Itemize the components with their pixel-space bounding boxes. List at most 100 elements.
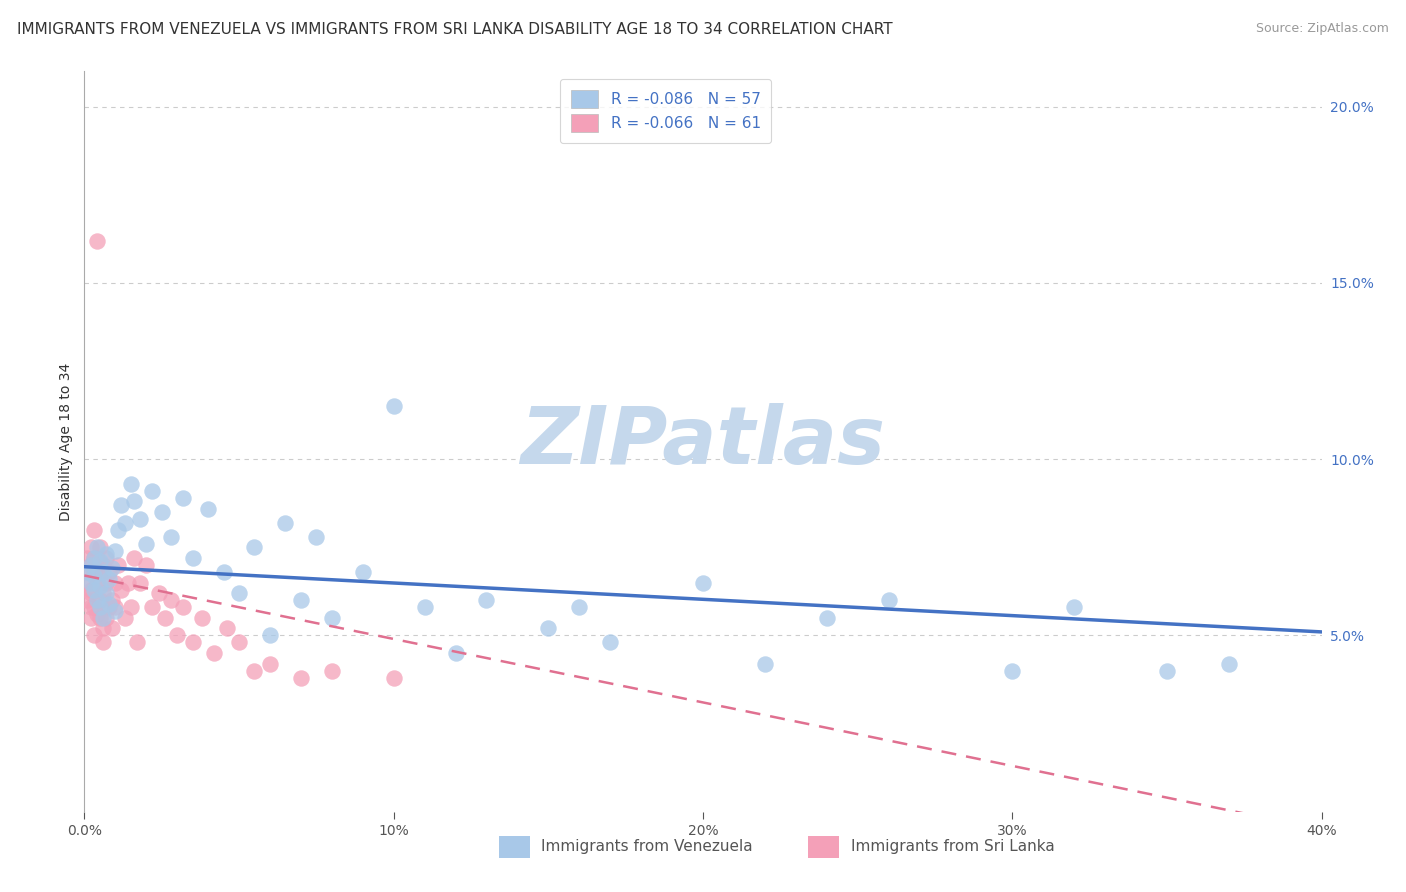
- Point: [135, 558, 157, 572]
- Point: [101, 561, 124, 575]
- Point: [692, 575, 714, 590]
- Point: [89, 579, 111, 593]
- Point: [599, 635, 621, 649]
- Point: [160, 530, 183, 544]
- Point: [86, 575, 108, 590]
- Point: [91, 611, 114, 625]
- Point: [150, 505, 173, 519]
- Point: [181, 550, 204, 565]
- Point: [86, 234, 108, 248]
- Point: [877, 593, 900, 607]
- Point: [537, 621, 560, 635]
- Point: [83, 550, 105, 565]
- Point: [305, 530, 328, 544]
- Point: [114, 516, 136, 530]
- Point: [243, 664, 266, 678]
- Point: [79, 611, 101, 625]
- Point: [83, 600, 105, 615]
- Point: [79, 541, 101, 555]
- Point: [172, 491, 194, 505]
- Point: [290, 593, 312, 607]
- Point: [129, 512, 152, 526]
- Point: [160, 593, 183, 607]
- Point: [114, 611, 136, 625]
- Point: [91, 586, 114, 600]
- Point: [166, 628, 188, 642]
- Point: [98, 572, 121, 586]
- Point: [413, 600, 436, 615]
- Point: [104, 600, 127, 615]
- Point: [76, 565, 98, 579]
- Point: [135, 537, 157, 551]
- Point: [352, 565, 374, 579]
- Point: [321, 664, 343, 678]
- Point: [215, 621, 238, 635]
- Point: [290, 671, 312, 685]
- Point: [94, 586, 117, 600]
- Point: [76, 565, 98, 579]
- Text: Immigrants from Sri Lanka: Immigrants from Sri Lanka: [851, 839, 1054, 855]
- Point: [120, 600, 142, 615]
- Point: [259, 657, 281, 671]
- Point: [98, 600, 121, 615]
- Point: [94, 575, 117, 590]
- Point: [79, 558, 101, 572]
- Point: [86, 593, 108, 607]
- Point: [83, 582, 105, 597]
- Point: [228, 635, 250, 649]
- Point: [197, 501, 219, 516]
- Point: [76, 575, 98, 590]
- Point: [83, 565, 105, 579]
- Point: [89, 593, 111, 607]
- Text: ZIPatlas: ZIPatlas: [520, 402, 886, 481]
- Point: [202, 646, 225, 660]
- Point: [120, 476, 142, 491]
- Point: [141, 600, 163, 615]
- Point: [568, 600, 591, 615]
- Point: [79, 558, 101, 572]
- Point: [754, 657, 776, 671]
- Point: [125, 635, 148, 649]
- Point: [86, 541, 108, 555]
- Point: [321, 611, 343, 625]
- Point: [94, 611, 117, 625]
- Point: [83, 568, 105, 582]
- Point: [104, 544, 127, 558]
- Point: [172, 600, 194, 615]
- Point: [110, 582, 132, 597]
- Point: [89, 554, 111, 568]
- Point: [107, 523, 129, 537]
- Point: [382, 399, 405, 413]
- Point: [91, 621, 114, 635]
- Point: [76, 593, 98, 607]
- Text: Source: ZipAtlas.com: Source: ZipAtlas.com: [1256, 22, 1389, 36]
- Point: [141, 483, 163, 498]
- Point: [1156, 664, 1178, 678]
- Point: [212, 565, 235, 579]
- Point: [89, 541, 111, 555]
- Point: [104, 575, 127, 590]
- Point: [89, 565, 111, 579]
- Point: [91, 565, 114, 579]
- Point: [191, 611, 214, 625]
- Point: [444, 646, 467, 660]
- Point: [129, 575, 152, 590]
- Point: [181, 635, 204, 649]
- Point: [89, 611, 111, 625]
- Text: Immigrants from Venezuela: Immigrants from Venezuela: [541, 839, 754, 855]
- Point: [107, 558, 129, 572]
- Point: [104, 604, 127, 618]
- Point: [79, 575, 101, 590]
- Point: [91, 635, 114, 649]
- Point: [259, 628, 281, 642]
- Point: [79, 600, 101, 615]
- Point: [98, 597, 121, 611]
- Point: [83, 628, 105, 642]
- Point: [98, 565, 121, 579]
- Point: [1063, 600, 1085, 615]
- Point: [815, 611, 838, 625]
- Point: [101, 593, 124, 607]
- Point: [94, 550, 117, 565]
- Point: [475, 593, 498, 607]
- Point: [79, 582, 101, 597]
